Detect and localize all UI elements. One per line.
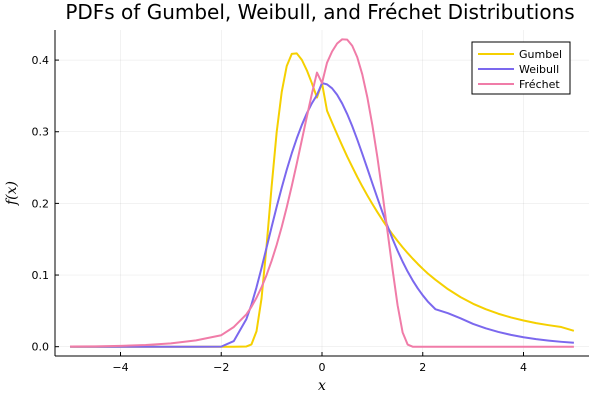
legend: Gumbel Weibull Fréchet [471, 41, 571, 95]
y-axis-label: f(x) [4, 181, 20, 206]
legend-label-frchet: Fréchet [519, 78, 560, 91]
x-tick-label: −2 [213, 361, 229, 374]
series-line-frchet [70, 38, 574, 348]
x-tick-label: 4 [520, 361, 527, 374]
y-tick-label: 0.0 [32, 341, 50, 354]
x-axis-label: x [318, 378, 326, 394]
x-axis-ticks: −4 −2 0 2 4 [112, 352, 527, 374]
y-tick-label: 0.4 [32, 54, 50, 67]
y-axis-ticks: 0.0 0.1 0.2 0.3 0.4 [32, 54, 59, 354]
plot-series [70, 38, 575, 348]
legend-label-weibull: Weibull [519, 63, 559, 76]
x-tick-label: 0 [319, 361, 326, 374]
y-tick-label: 0.2 [32, 197, 50, 210]
y-tick-label: 0.1 [32, 269, 50, 282]
y-tick-label: 0.3 [32, 126, 50, 139]
chart-title: PDFs of Gumbel, Weibull, and Fréchet Dis… [65, 0, 574, 24]
x-tick-label: −4 [112, 361, 128, 374]
series-line-gumbel [70, 52, 575, 348]
x-tick-label: 2 [419, 361, 426, 374]
legend-label-gumbel: Gumbel [519, 48, 562, 61]
series-line-weibull [70, 82, 574, 348]
